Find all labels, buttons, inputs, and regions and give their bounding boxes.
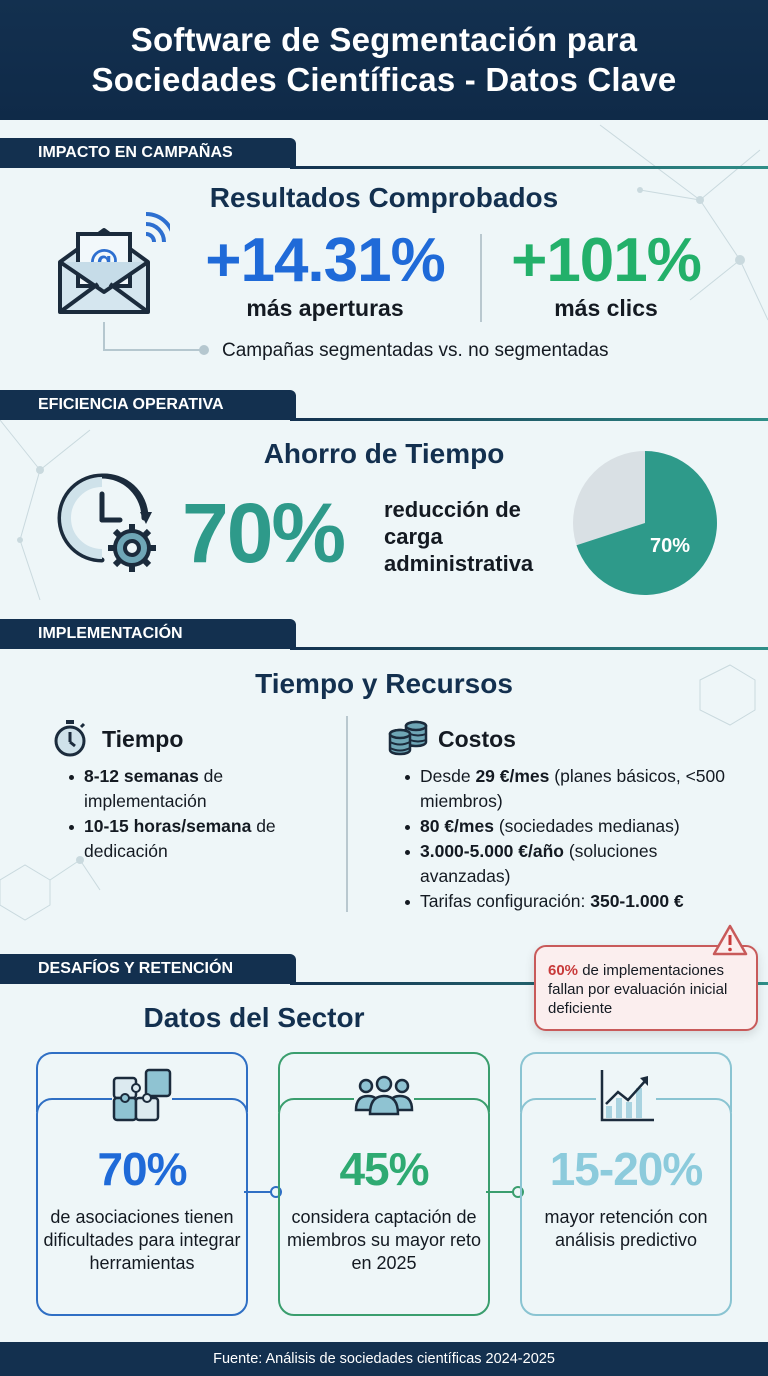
list-item: 10-15 horas/semana de dedicación <box>66 814 336 864</box>
section-divider <box>290 418 768 421</box>
tiempo-title: Tiempo <box>102 726 184 752</box>
costos-title: Costos <box>438 726 516 752</box>
card-retencion-text: mayor retención con análisis predictivo <box>544 1207 708 1250</box>
card-integracion-text: de asociaciones tienen dificultades para… <box>43 1207 241 1273</box>
efficiency-label-line3: administrativa <box>384 551 534 576</box>
warning-callout: 60% de implementaciones fallan por evalu… <box>534 945 758 1031</box>
section-divider <box>290 982 768 985</box>
section-tab-implementacion: IMPLEMENTACIÓN <box>0 619 296 649</box>
warning-icon <box>712 924 748 956</box>
costos-list: Desde 29 €/mes (planes básicos, <500 mie… <box>402 764 742 914</box>
stat-clics-value: +101% <box>511 226 702 295</box>
puzzle-icon <box>112 1068 172 1124</box>
coins-stack-icon <box>388 720 428 756</box>
page-header: Software de Segmentación para Sociedades… <box>0 0 768 120</box>
warning-percentage: 60% <box>548 962 579 979</box>
stat-aperturas-value: +14.31% <box>205 226 446 295</box>
stat-aperturas: +14.31% más aperturas <box>190 228 460 322</box>
connector-line <box>103 322 209 355</box>
list-item: Tarifas configuración: 350-1.000 € <box>402 889 742 914</box>
section-title-tiempo-recursos: Tiempo y Recursos <box>255 668 513 699</box>
card-retencion-value: 15-20% <box>549 1143 704 1195</box>
people-group-icon <box>354 1068 414 1124</box>
list-item: 3.000-5.000 €/año (soluciones avanzadas) <box>402 839 742 889</box>
source-footer: Fuente: Análisis de sociedades científic… <box>0 1342 768 1376</box>
card-frame-top <box>520 1052 732 1112</box>
pie-label: 70% <box>650 535 690 557</box>
section-title-ahorro: Ahorro de Tiempo <box>263 438 505 469</box>
stat-clics-label: más clics <box>554 295 658 321</box>
stat-aperturas-label: más aperturas <box>246 295 404 321</box>
clock-gear-icon <box>57 473 156 572</box>
section-divider <box>290 647 768 650</box>
efficiency-label-line2: carga <box>384 524 443 549</box>
growth-chart-icon <box>596 1068 656 1124</box>
efficiency-value: 70% <box>182 486 346 580</box>
list-item: 8-12 semanas de implementación <box>66 764 336 814</box>
section-tab-eficiencia: EFICIENCIA OPERATIVA <box>0 390 296 420</box>
page-title-line2: Sociedades Científicas - Datos Clave <box>91 61 677 98</box>
list-item: Desde 29 €/mes (planes básicos, <500 mie… <box>402 764 742 814</box>
section-title-resultados: Resultados Comprobados <box>209 182 559 213</box>
section-tab-desafios: DESAFÍOS Y RETENCIÓN <box>0 954 296 984</box>
efficiency-label: reducción de carga administrativa <box>384 496 533 577</box>
efficiency-label-line1: reducción de <box>384 497 521 522</box>
page-title-line1: Software de Segmentación para <box>130 21 638 58</box>
pie-chart: 70% <box>573 451 717 595</box>
card-captacion-value: 45% <box>339 1143 429 1195</box>
list-item: 80 €/mes (sociedades medianas) <box>402 814 742 839</box>
column-divider <box>346 716 348 912</box>
email-icon: @ <box>58 212 170 314</box>
card-frame-top <box>278 1052 490 1112</box>
warning-text: de implementaciones fallan por evaluació… <box>548 962 728 1017</box>
card-captacion-text: considera captación de miembros su mayor… <box>286 1207 482 1273</box>
stat-divider <box>480 234 482 322</box>
comparison-note: Campañas segmentadas vs. no segmentadas <box>222 340 609 361</box>
stat-clics: +101% más clics <box>494 228 718 322</box>
section-tab-impacto: IMPACTO EN CAMPAÑAS <box>0 138 296 168</box>
section-title-sector: Datos del Sector <box>143 1002 365 1033</box>
section-divider <box>290 166 768 169</box>
card-integracion-value: 70% <box>97 1143 187 1195</box>
stopwatch-icon <box>54 720 86 757</box>
card-frame-top <box>36 1052 248 1112</box>
tiempo-list: 8-12 semanas de implementación 10-15 hor… <box>66 764 336 864</box>
